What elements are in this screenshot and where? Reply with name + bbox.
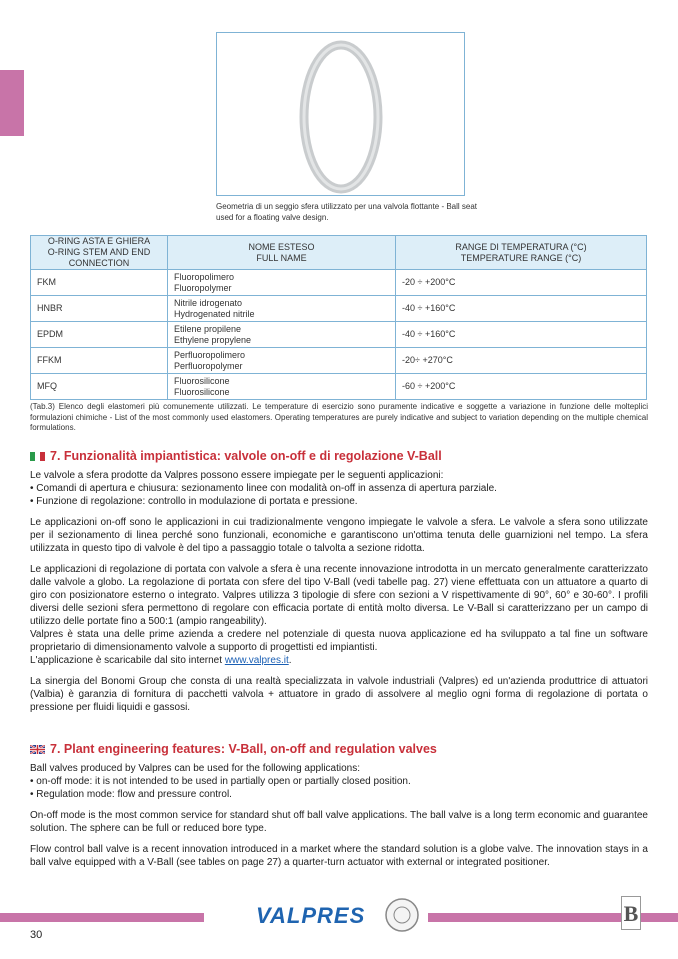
elastomer-table: O-RING ASTA E GHIERA O-RING STEM AND END … (30, 235, 647, 400)
body-it: Le valvole a sfera prodotte da Valpres p… (30, 470, 648, 713)
cell-range: -60 ÷ +200°C (395, 373, 647, 400)
uk-flag-icon (30, 744, 45, 754)
header-oring: O-RING ASTA E GHIERA O-RING STEM AND END … (30, 235, 168, 270)
cell-name: Perfluoropolimero Perfluoropolymer (167, 347, 396, 374)
figure-box (216, 32, 465, 196)
cell-name: Fluorosilicone Fluorosilicone (167, 373, 396, 400)
valpres-logo: VALPRES (256, 903, 366, 928)
cell-name: Fluoropolimero Fluoropolymer (167, 269, 396, 296)
cell-range: -20÷ +270°C (395, 347, 647, 374)
o-ring-seat-image (299, 40, 383, 194)
body-en: Ball valves produced by Valpres can be u… (30, 763, 648, 868)
heading-en: 7. Plant engineering features: V-Ball, o… (30, 742, 437, 756)
page-number: 30 (30, 929, 43, 941)
valpres-link[interactable]: www.valpres.it (224, 655, 289, 666)
cell-code: EPDM (30, 321, 168, 348)
header-name: NOME ESTESO FULL NAME (167, 235, 396, 270)
footer-bar-left (0, 913, 204, 922)
cell-code: MFQ (30, 373, 168, 400)
table-note: (Tab.3) Elenco degli elastomeri più comu… (30, 402, 648, 432)
table-row: FFKM Perfluoropolimero Perfluoropolymer -… (30, 347, 647, 374)
footer-bar-right (428, 913, 678, 922)
table-row: FKM Fluoropolimero Fluoropolymer -20 ÷ +2… (30, 269, 647, 296)
table-row: HNBR Nitrile idrogenato Hydrogenated nitr… (30, 295, 647, 322)
certification-seal-icon (385, 898, 419, 932)
table-row: EPDM Etilene propilene Ethylene propylene… (30, 321, 647, 348)
heading-it: 7. Funzionalità impiantistica: valvole o… (30, 449, 442, 463)
cell-code: HNBR (30, 295, 168, 322)
cell-code: FKM (30, 269, 168, 296)
cell-name: Etilene propilene Ethylene propylene (167, 321, 396, 348)
cell-code: FFKM (30, 347, 168, 374)
italy-flag-icon (30, 451, 45, 461)
section-tab (0, 70, 24, 136)
table-row: MFQ Fluorosilicone Fluorosilicone -60 ÷ +… (30, 373, 647, 400)
figure-caption: Geometria di un seggio sfera utilizzato … (216, 202, 478, 222)
bonomi-group-logo: B (621, 896, 641, 930)
cell-range: -40 ÷ +160°C (395, 321, 647, 348)
header-range: RANGE DI TEMPERATURA (°C) TEMPERATURE RAN… (395, 235, 647, 270)
cell-range: -20 ÷ +200°C (395, 269, 647, 296)
cell-name: Nitrile idrogenato Hydrogenated nitrile (167, 295, 396, 322)
cell-range: -40 ÷ +160°C (395, 295, 647, 322)
